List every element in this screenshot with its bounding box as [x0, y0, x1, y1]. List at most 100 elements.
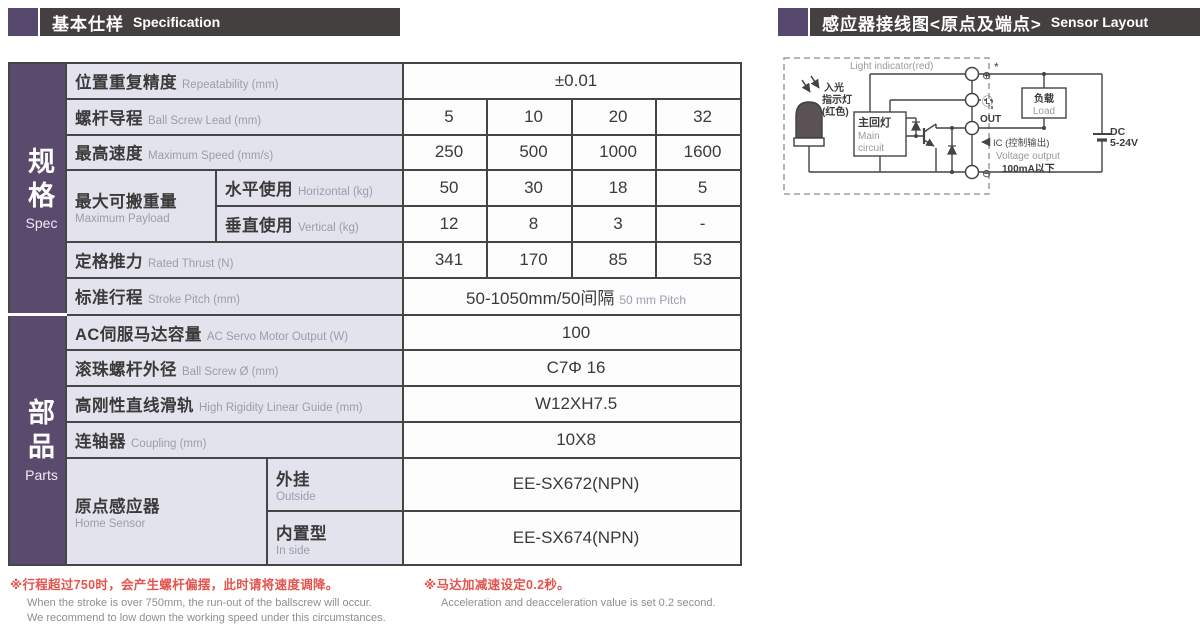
- load-box: [1021, 87, 1067, 119]
- label-home-sensor: 原点感应器 Home Sensor: [65, 456, 268, 567]
- row-rated-thrust: 定格推力 Rated Thrust (N) 341 170 85 53: [9, 240, 743, 279]
- row-repeatability: 规格 Spec 位置重复精度 Repeatability (mm) ±0.01: [8, 62, 743, 316]
- label-lead: 螺杆导程 Ball Screw Lead (mm): [64, 97, 405, 136]
- value-lead-0: 5: [402, 97, 489, 136]
- dc-range-label: 5-24V: [1110, 137, 1138, 149]
- main-circuit-box: [853, 111, 907, 157]
- main-circuit-en1: Main: [858, 131, 880, 142]
- value-speed-3: 1600: [655, 133, 743, 172]
- value-horizontal-2: 18: [571, 169, 658, 207]
- value-lead-1: 10: [486, 97, 574, 136]
- label-thrust: 定格推力 Rated Thrust (N): [64, 240, 405, 279]
- label-payload: 最大可搬重量 Maximum Payload: [65, 169, 217, 243]
- sidebar-spec-zh: 规格: [28, 146, 55, 211]
- row-home-sensor-outside: 原点感应器 Home Sensor 外挂 Outside EE-SX672(NPN): [9, 456, 743, 567]
- light-arrows-icon: [801, 75, 820, 93]
- value-guide: W12XH7.5: [402, 385, 743, 423]
- label-vertical: 垂直使用 Vertical (kg): [214, 205, 405, 243]
- label-servo: AC伺服马达容量 AC Servo Motor Output (W): [64, 313, 405, 352]
- row-servo-output: 部品 Parts AC伺服马达容量 AC Servo Motor Output (…: [8, 313, 743, 567]
- value-speed-2: 1000: [571, 133, 658, 172]
- terminal-light: [964, 92, 980, 108]
- label-outside: 外挂 Outside: [265, 456, 405, 513]
- terminal-out-label: OUT: [980, 114, 1001, 125]
- footnote2-en: Acceleration and deacceleration value is…: [441, 597, 716, 609]
- terminal-minus-glyph: ⊖: [982, 168, 991, 180]
- terminal-star-glyph: *: [994, 60, 999, 74]
- battery-icon: [1093, 133, 1111, 142]
- wiring-diagram-svg: Light indicator(red) 入光 指示灯 (红色) 主回灯 Mai…: [783, 57, 1138, 195]
- label-guide: 高刚性直线滑轨 High Rigidity Linear Guide (mm): [64, 385, 405, 423]
- value-speed-0: 250: [402, 133, 489, 172]
- value-thrust-1: 170: [486, 240, 574, 279]
- header-bar-left: 基本仕样 Specification: [40, 8, 400, 36]
- footnote1-zh: ※行程超过750时，会产生螺杆偏摆，此时请将速度调降。: [10, 578, 339, 592]
- sidebar-parts-en: Parts: [25, 466, 58, 483]
- voltage-output-label: Voltage output: [996, 151, 1060, 162]
- terminal-plus-glyph: ⊕: [982, 70, 991, 82]
- sensor-wiring-diagram: Light indicator(red) 入光 指示灯 (红色) 主回灯 Mai…: [782, 54, 1144, 200]
- value-vertical-1: 8: [486, 205, 574, 243]
- value-inside: EE-SX674(NPN): [402, 510, 743, 566]
- row-home-sensor-inside: 内置型 In side EE-SX674(NPN): [9, 510, 743, 566]
- row-payload-vertical: 垂直使用 Vertical (kg) 12 8 3 -: [9, 205, 743, 243]
- value-stroke: 50-1050mm/50间隔 50 mm Pitch: [402, 276, 743, 316]
- accent-square-right: [778, 8, 808, 36]
- sidebar-parts: 部品 Parts: [8, 313, 67, 567]
- label-stroke: 标准行程 Stroke Pitch (mm): [64, 276, 405, 316]
- label-coupling: 连轴器 Coupling (mm): [64, 420, 405, 459]
- terminal-plus: [964, 66, 980, 82]
- footnote-acceleration: ※马达加减速设定0.2秒。 Acceleration and deacceler…: [424, 574, 754, 611]
- header-bar-right: 感应器接线图<原点及端点> Sensor Layout: [810, 8, 1200, 36]
- label-screw: 滚珠螺杆外径 Ball Screw Ø (mm): [64, 349, 405, 388]
- row-coupling: 连轴器 Coupling (mm) 10X8: [9, 420, 743, 459]
- light-indicator-label: Light indicator(red): [850, 61, 933, 72]
- value-horizontal-1: 30: [486, 169, 574, 207]
- value-vertical-2: 3: [571, 205, 658, 243]
- row-linear-guide: 高刚性直线滑轨 High Rigidity Linear Guide (mm) W…: [9, 385, 743, 423]
- footnote1-en2: We recommend to low down the working spe…: [27, 611, 386, 624]
- value-thrust-3: 53: [655, 240, 743, 279]
- led-icon: [793, 101, 825, 147]
- load-zh: 负载: [1034, 92, 1054, 105]
- section-header-specification: 基本仕样 Specification: [8, 8, 400, 36]
- row-max-speed: 最高速度 Maximum Speed (mm/s) 250 500 1000 16…: [9, 133, 743, 172]
- sidebar-spec-en: Spec: [25, 215, 58, 232]
- row-payload-horizontal: 最大可搬重量 Maximum Payload 水平使用 Horizontal (kg…: [9, 169, 743, 243]
- value-screw: C7Φ 16: [402, 349, 743, 388]
- row-ball-screw-lead: 螺杆导程 Ball Screw Lead (mm) 5 10 20 32: [9, 97, 743, 136]
- value-speed-1: 500: [486, 133, 574, 172]
- terminal-minus: [964, 164, 980, 180]
- incident-label-3: (红色): [822, 105, 849, 118]
- sidebar-parts-zh: 部品: [28, 398, 55, 463]
- value-vertical-0: 12: [402, 205, 489, 243]
- value-servo: 100: [402, 313, 743, 352]
- value-lead-3: 32: [655, 97, 743, 136]
- sensor-title-en: Sensor Layout: [1050, 14, 1149, 30]
- value-vertical-3: -: [655, 205, 743, 243]
- value-thrust-0: 341: [402, 240, 489, 279]
- value-thrust-2: 85: [571, 240, 658, 279]
- sensor-title-zh: 感应器接线图<原点及端点>: [822, 14, 1042, 34]
- row-stroke-pitch: 标准行程 Stroke Pitch (mm) 50-1050mm/50间隔 50 m…: [9, 276, 743, 316]
- label-inside: 内置型 In side: [265, 510, 405, 566]
- footnote-stroke-warning: ※行程超过750时，会产生螺杆偏摆，此时请将速度调降。 When the str…: [10, 574, 415, 626]
- spec-table: 规格 Spec 位置重复精度 Repeatability (mm) ±0.01 螺…: [8, 62, 743, 567]
- sensor-body-outline: [783, 57, 990, 195]
- footnote2-zh: ※马达加减速设定0.2秒。: [424, 578, 570, 592]
- sidebar-spec: 规格 Spec: [8, 62, 67, 316]
- value-horizontal-0: 50: [402, 169, 489, 207]
- load-en: Load: [1033, 106, 1055, 117]
- dc-label: DC: [1110, 126, 1126, 138]
- section-header-sensor-layout: 感应器接线图<原点及端点> Sensor Layout: [778, 8, 1200, 36]
- incident-label-1: 入光: [824, 81, 844, 94]
- current-limit-label: 100mA以下: [1002, 163, 1055, 175]
- label-horizontal: 水平使用 Horizontal (kg): [214, 169, 405, 207]
- row-ball-screw-diameter: 滚珠螺杆外径 Ball Screw Ø (mm) C7Φ 16: [9, 349, 743, 388]
- main-circuit-zh: 主回灯: [858, 115, 891, 129]
- value-lead-2: 20: [571, 97, 658, 136]
- section-title-en: Specification: [133, 14, 221, 30]
- incident-label-2: 指示灯: [822, 93, 852, 106]
- terminal-l-glyph: Ⓛ: [982, 95, 993, 108]
- value-outside: EE-SX672(NPN): [402, 456, 743, 513]
